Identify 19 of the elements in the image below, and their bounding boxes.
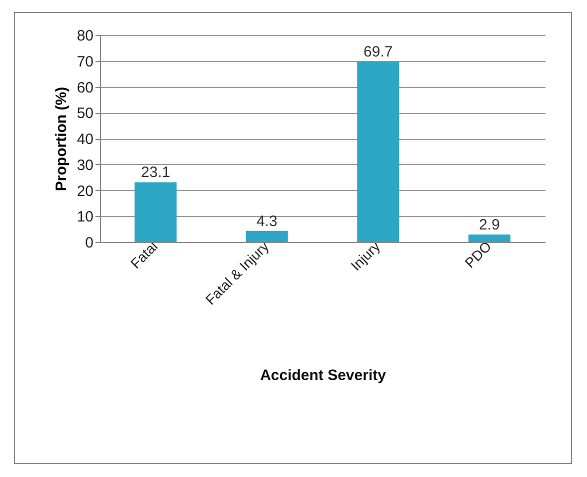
data-label: 4.3	[256, 212, 278, 230]
data-label: 69.7	[364, 44, 393, 61]
data-label: 2.9	[478, 216, 500, 234]
y-tick-label: 40	[76, 131, 94, 148]
bar	[246, 230, 288, 242]
bar	[468, 234, 510, 242]
data-label: 23.1	[141, 164, 170, 182]
y-tick-label: 10	[76, 208, 94, 226]
y-tick-label: 30	[76, 156, 94, 174]
y-tick-label: 60	[76, 79, 94, 96]
y-axis-title: Proportion (%)	[52, 86, 70, 192]
y-tick-label: 50	[76, 105, 94, 122]
y-tick-label: 70	[76, 53, 94, 70]
x-axis-title: Accident Severity	[260, 366, 387, 384]
y-tick-label: 0	[85, 234, 94, 252]
y-tick-label: 20	[76, 182, 94, 200]
y-tick-label: 80	[76, 28, 94, 44]
bar	[134, 182, 177, 242]
bar	[357, 62, 400, 242]
